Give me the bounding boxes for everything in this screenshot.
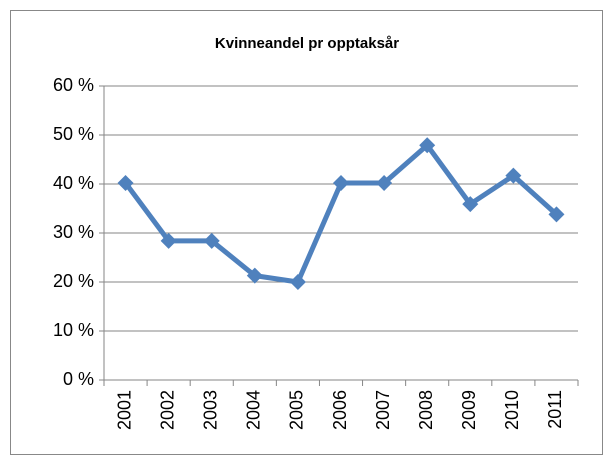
x-tick-label: 2001 [114,390,134,430]
chart-title: Kvinneandel pr opptaksår [215,35,399,52]
x-tick-label: 2011 [545,390,565,429]
x-tick-label: 2007 [373,390,393,430]
data-marker [333,175,349,192]
x-tick-label: 2008 [416,390,436,430]
y-tick-label: 50 % [53,124,94,144]
data-marker [548,206,565,223]
data-marker [419,137,436,154]
data-marker [462,196,479,213]
data-marker [117,175,134,192]
y-tick-label: 60 % [53,75,94,95]
data-marker [246,267,263,284]
x-tick-label: 2005 [287,390,307,430]
x-tick-label: 2010 [502,390,522,430]
data-marker [203,232,220,249]
x-tick-label: 2006 [330,390,350,430]
data-marker [160,232,177,249]
x-tick-label: 2003 [200,390,220,430]
x-tick-label: 2009 [459,390,479,430]
y-tick-label: 30 % [53,222,94,242]
x-tick-label: 2002 [157,390,177,430]
data-marker [289,274,306,290]
y-tick-label: 20 % [53,271,94,291]
y-tick-label: 10 % [53,320,94,340]
x-tick-label: 2004 [244,390,264,430]
data-marker [505,167,522,184]
y-tick-label: 40 % [53,173,94,193]
data-marker [376,175,393,192]
y-tick-label: 0 % [63,369,94,389]
